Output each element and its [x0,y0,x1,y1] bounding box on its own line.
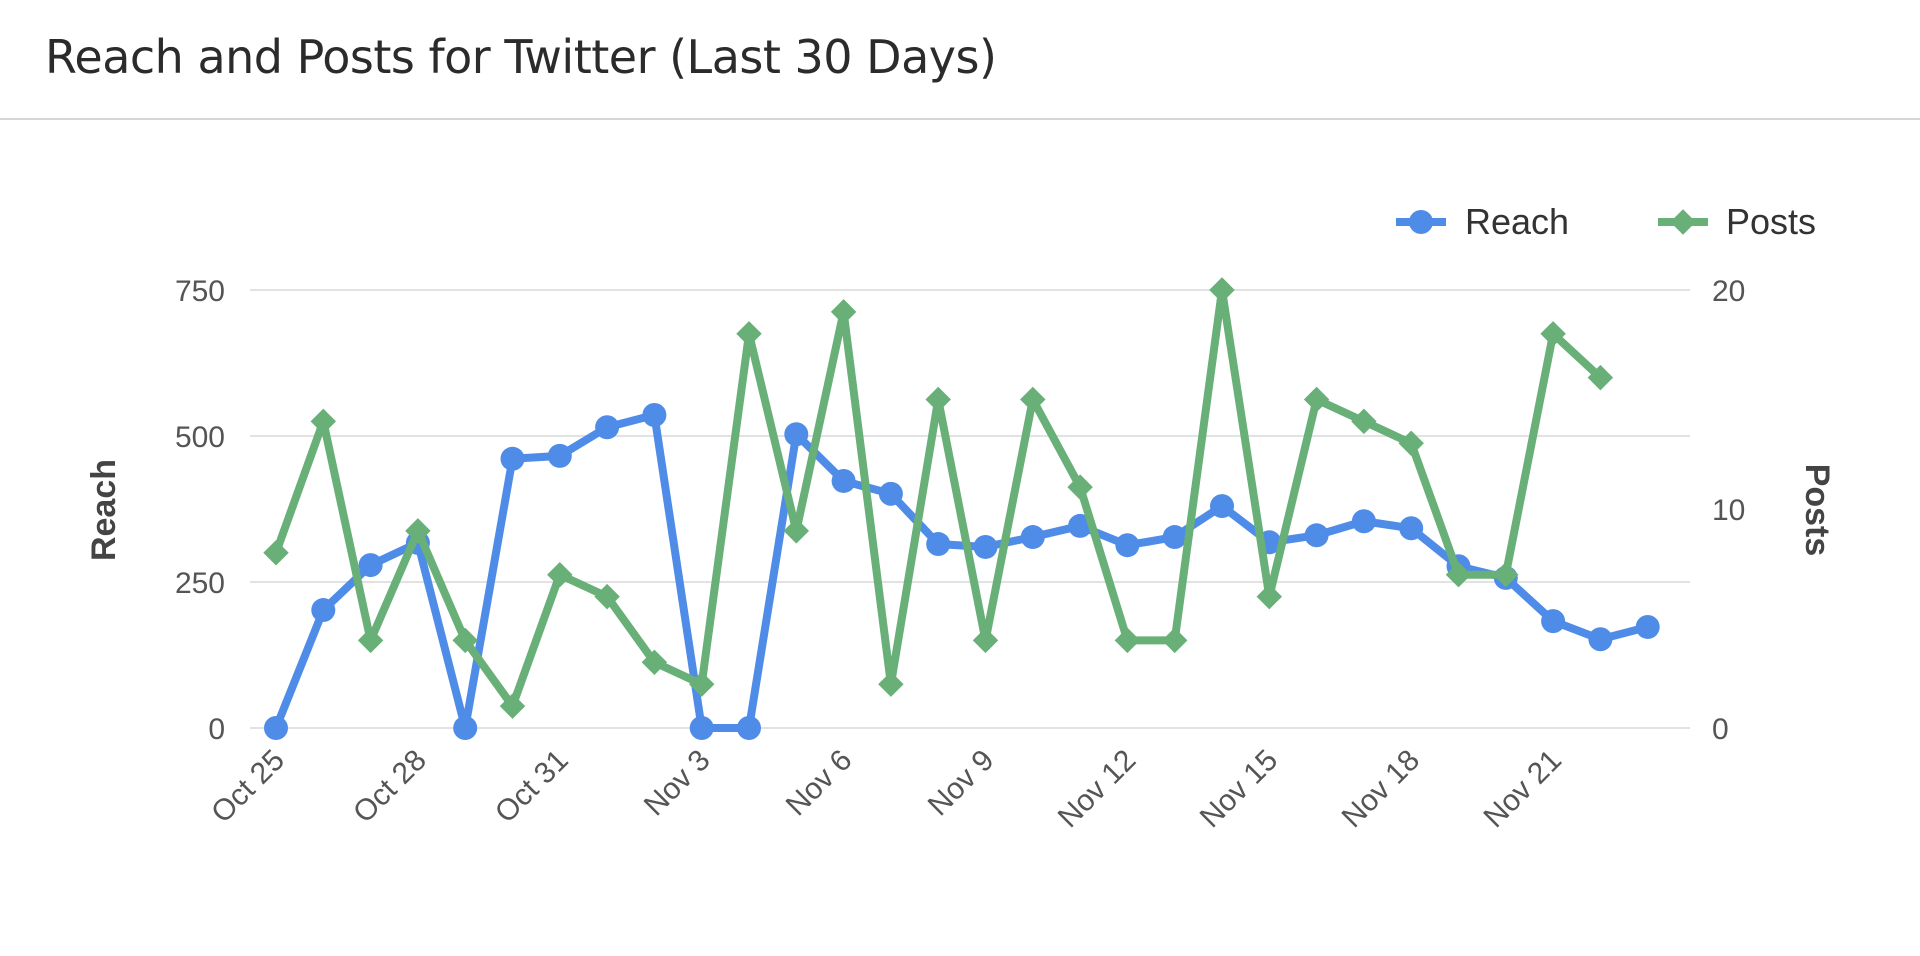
data-point[interactable] [736,321,762,347]
data-point[interactable] [547,561,573,588]
right-tick-label: 0 [1712,713,1729,746]
data-point[interactable] [1303,386,1330,413]
right-axis-title: Posts [1798,464,1836,557]
left-tick-label: 250 [175,567,225,600]
left-tick-label: 0 [208,713,225,746]
reach-marker-icon [1409,210,1433,234]
left-axis-ticks: 0 250 500 750 [175,275,225,746]
data-point[interactable] [1114,627,1141,654]
chart-title: Reach and Posts for Twitter (Last 30 Day… [45,30,997,84]
data-point[interactable] [1209,277,1235,303]
data-point[interactable] [783,518,810,544]
data-point[interactable] [358,553,383,578]
posts-marker-icon [1670,209,1696,235]
x-axis-ticks: Oct 25 Oct 28 Oct 31 Nov 3 Nov 6 Nov 9 Nov 12 N… [205,744,1568,835]
data-point[interactable] [1256,583,1283,610]
data-point[interactable] [689,716,714,740]
legend-item-posts[interactable]: Posts [1658,201,1816,242]
data-point[interactable] [500,446,525,471]
data-point[interactable] [595,415,620,440]
data-point[interactable] [973,534,998,559]
data-point[interactable] [310,408,337,435]
x-tick-label: Nov 12 [1052,744,1143,835]
data-point[interactable] [737,716,761,740]
series-lines [263,277,1660,740]
data-point[interactable] [1162,525,1187,550]
data-point[interactable] [972,627,999,654]
x-tick-label: Nov 6 [780,744,859,823]
data-point[interactable] [1351,509,1376,534]
data-point[interactable] [405,518,431,544]
legend: Reach Posts [1396,201,1816,242]
data-point[interactable] [878,481,903,506]
series-posts [263,277,1614,719]
data-point[interactable] [1020,386,1046,413]
left-tick-label: 500 [175,421,225,454]
data-point[interactable] [831,468,856,493]
legend-item-reach[interactable]: Reach [1396,201,1569,242]
data-point[interactable] [926,532,951,557]
data-point[interactable] [547,443,572,468]
data-point[interactable] [594,583,620,610]
data-point[interactable] [311,598,336,623]
data-point[interactable] [1020,525,1045,550]
data-point[interactable] [641,649,668,676]
left-tick-label: 750 [175,275,225,308]
data-point[interactable] [784,422,809,447]
legend-label-posts: Posts [1726,201,1816,242]
data-point[interactable] [1588,627,1613,652]
data-point[interactable] [264,716,288,740]
legend-label-reach: Reach [1465,201,1569,242]
left-axis-title: Reach [85,459,123,561]
data-point[interactable] [452,627,478,654]
right-axis-ticks: 0 10 20 [1712,275,1745,746]
data-point[interactable] [1210,494,1234,519]
gridlines [250,289,1690,729]
data-point[interactable] [357,627,384,654]
chart-header: Reach and Posts for Twitter (Last 30 Day… [0,0,1920,120]
x-tick-label: Nov 21 [1477,744,1568,835]
data-point[interactable] [1541,609,1566,634]
right-tick-label: 10 [1712,494,1745,527]
data-point[interactable] [878,671,904,697]
data-point[interactable] [1398,430,1424,457]
data-point[interactable] [1351,408,1377,435]
data-point[interactable] [263,540,289,566]
x-tick-label: Nov 3 [638,744,717,823]
x-tick-label: Oct 31 [489,744,575,830]
data-point[interactable] [1115,533,1140,558]
data-point[interactable] [453,716,478,740]
right-tick-label: 20 [1712,275,1745,308]
data-point[interactable] [1635,614,1660,639]
data-point[interactable] [642,402,667,427]
x-tick-label: Nov 9 [922,744,1001,823]
data-point[interactable] [1304,523,1329,548]
data-point[interactable] [688,671,715,697]
data-point[interactable] [830,299,857,325]
data-point[interactable] [499,693,526,719]
data-point[interactable] [1161,627,1188,654]
x-tick-label: Nov 18 [1336,744,1427,835]
data-point[interactable] [925,386,951,413]
x-tick-label: Oct 28 [347,744,433,830]
x-tick-label: Nov 15 [1194,744,1285,835]
x-tick-label: Oct 25 [205,744,291,830]
data-point[interactable] [1399,516,1424,541]
